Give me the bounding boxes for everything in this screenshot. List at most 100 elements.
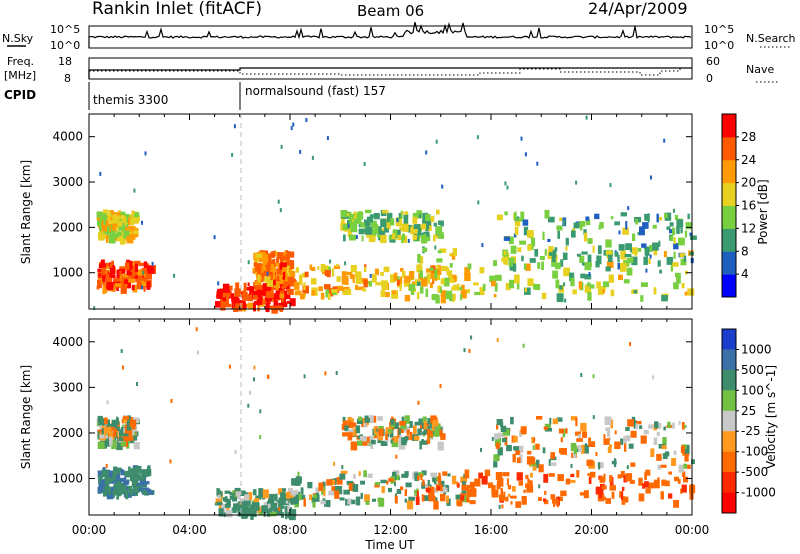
beam-label: Beam 06 [357, 2, 424, 20]
data-cell [419, 286, 424, 294]
data-cell [576, 445, 583, 449]
data-cell [270, 502, 277, 510]
data-cell [257, 274, 261, 282]
data-cell [255, 265, 259, 269]
data-cell [119, 275, 122, 282]
power-panel: 1000 2000 3000 4000 Slant Range [km] 4 8 12 16… [19, 113, 770, 314]
data-cell [368, 235, 376, 243]
data-cell [639, 425, 643, 429]
data-cell [261, 505, 268, 513]
data-cell [289, 260, 295, 269]
data-cell [683, 255, 687, 262]
data-cell [426, 268, 433, 273]
noise-cell [480, 447, 482, 452]
data-cell [690, 235, 697, 240]
colorbar-frame [721, 328, 737, 514]
noise-cell [536, 161, 539, 166]
colorbar-tick-label: 100 [741, 383, 764, 397]
data-cell [445, 495, 449, 504]
data-cell [133, 442, 140, 450]
data-cell [657, 464, 662, 470]
data-cell [517, 247, 522, 252]
data-cell [276, 275, 282, 282]
data-cell [687, 288, 695, 296]
data-cell [272, 258, 276, 268]
noise-cell [99, 171, 102, 176]
data-cell [97, 279, 102, 289]
data-cell [440, 433, 446, 440]
data-cell [408, 283, 416, 292]
data-cell [222, 292, 230, 298]
noise-cell [277, 199, 280, 204]
colorbar-tick-label: 1000 [741, 342, 772, 356]
noise-cell [580, 373, 583, 377]
data-cell [560, 259, 564, 267]
data-cell [347, 230, 352, 238]
data-cell [440, 278, 445, 285]
data-cell [429, 282, 433, 289]
data-cell [529, 480, 533, 488]
data-cell [473, 282, 479, 286]
data-cell [652, 242, 659, 251]
noise-cell [106, 400, 109, 405]
data-cell [114, 421, 118, 429]
data-cell [106, 220, 109, 227]
noise-cell [278, 507, 281, 512]
data-cell [553, 500, 556, 507]
data-cell [104, 417, 108, 424]
data-cell [350, 214, 355, 218]
data-cell [128, 466, 131, 474]
data-cell [112, 226, 115, 236]
data-cell [510, 495, 517, 499]
data-cell [495, 472, 503, 481]
noise-cell [311, 155, 314, 160]
noise-cell [575, 180, 578, 185]
data-cell [120, 483, 127, 493]
data-cell [101, 224, 107, 232]
time-x-axis: 00:00 04:00 08:00 12:00 16:00 20:00 00:00 [72, 523, 710, 537]
data-cell [437, 287, 440, 293]
data-cell [523, 226, 529, 236]
data-cell [327, 293, 331, 300]
data-cell [377, 416, 383, 421]
data-cell [431, 487, 439, 493]
noise-cell [476, 135, 479, 140]
data-cell [649, 245, 653, 252]
data-cell [633, 420, 637, 429]
data-cell [358, 471, 361, 477]
data-cell [97, 441, 105, 449]
freq-trace [88, 67, 692, 79]
nsky-trace [88, 22, 692, 48]
data-cell [335, 486, 343, 491]
colorbar-swatch [722, 431, 736, 453]
data-cell [283, 290, 288, 298]
colorbar-swatch [722, 390, 736, 412]
data-cell [291, 478, 297, 486]
cpid-label: CPID [4, 88, 36, 102]
data-cell [431, 426, 436, 436]
data-cell [422, 212, 428, 221]
noise-cell [169, 459, 172, 464]
data-cell [620, 263, 627, 272]
data-cell [122, 416, 130, 420]
data-cell [505, 496, 509, 502]
data-cell [271, 286, 274, 296]
data-cell [656, 213, 659, 223]
data-cell [111, 427, 115, 431]
data-cell [258, 489, 262, 499]
data-cell [422, 431, 427, 435]
noise-cell [585, 115, 588, 120]
data-cell [482, 476, 488, 485]
data-cell [109, 480, 116, 484]
data-cell [417, 428, 422, 436]
data-cell [265, 303, 270, 313]
data-cell [436, 209, 440, 215]
data-cell [380, 280, 388, 287]
data-cell [674, 476, 679, 482]
data-cell [630, 462, 636, 467]
data-cell [352, 274, 355, 283]
data-cell [113, 278, 121, 282]
data-cell [250, 506, 256, 510]
data-cell [235, 493, 241, 500]
data-cell [312, 494, 317, 499]
